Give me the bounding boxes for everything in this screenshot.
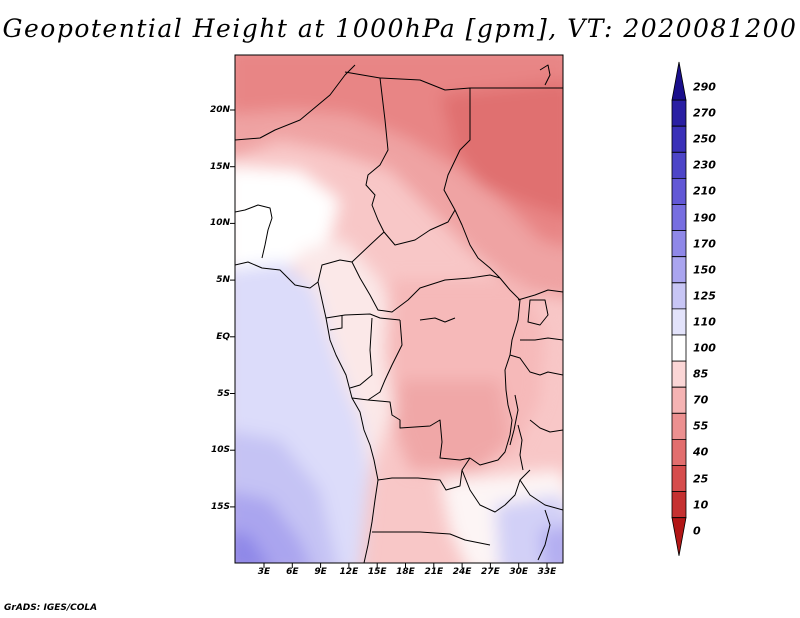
colorbar-swatch xyxy=(671,204,687,231)
colorbar-level-label: 55 xyxy=(693,419,709,433)
colorbar-swatch xyxy=(671,439,687,466)
colorbar-level-label: 85 xyxy=(693,367,709,381)
lon-label: 24E xyxy=(452,567,472,577)
lon-label: 9E xyxy=(314,567,327,577)
colorbar-level-label: 270 xyxy=(693,106,716,120)
colorbar-swatch xyxy=(671,256,687,284)
colorbar-level-label: 150 xyxy=(693,263,716,277)
border-cameroon-nigeria xyxy=(317,231,385,283)
lon-label: 6E xyxy=(286,567,299,577)
atlantic-coastline xyxy=(235,261,379,563)
border-uganda-sudan xyxy=(517,289,563,301)
colorbar-swatch xyxy=(671,412,687,440)
colorbar-level-label: 250 xyxy=(693,132,716,146)
lat-label: 5S xyxy=(217,388,230,399)
border-car-north xyxy=(383,209,456,246)
lon-label: 21E xyxy=(424,567,444,577)
field-band-70-center xyxy=(395,380,510,470)
lake-victoria-outline xyxy=(527,299,549,326)
border-drc-east xyxy=(469,277,521,466)
lat-label: 10S xyxy=(210,445,230,456)
border-namibia-botswana xyxy=(372,531,491,546)
lat-label: 20N xyxy=(209,105,230,115)
colorbar-level-label: 10 xyxy=(693,498,709,512)
nile-delta-outline xyxy=(539,64,551,86)
colorbar-level-label: 125 xyxy=(693,289,716,303)
border-mozambique xyxy=(519,479,563,511)
border-chad-sudan xyxy=(379,77,501,279)
border-chad-niger xyxy=(344,71,389,233)
border-zambia-zimbabwe xyxy=(461,469,531,513)
colorbar-swatch xyxy=(671,125,687,153)
lon-label: 12E xyxy=(339,567,359,577)
colorbar-swatch xyxy=(671,151,687,179)
colorbar-level-label: 190 xyxy=(693,211,716,225)
colorbar-level-label: 230 xyxy=(693,158,716,172)
colorbar-level-label: 210 xyxy=(693,184,716,198)
axis-ticks xyxy=(230,109,548,568)
border-rwanda-burundi xyxy=(509,354,563,376)
border-malawi-lake xyxy=(537,509,551,561)
colorbar-level-label: 0 xyxy=(693,524,701,538)
software-credit: GrADS: IGES/COLA xyxy=(4,603,98,613)
colorbar-level-label: 170 xyxy=(693,237,716,251)
lon-label: 18E xyxy=(396,567,415,577)
lon-label: 3E xyxy=(257,567,271,577)
lon-label: 33E xyxy=(537,567,557,577)
border-car-south xyxy=(351,261,501,313)
colorbar-swatch xyxy=(671,360,687,388)
border-eq-guinea xyxy=(329,315,343,331)
lake-malawi-outline xyxy=(517,424,524,471)
lon-label: 15E xyxy=(367,567,387,577)
border-angola-zambia xyxy=(377,457,471,491)
river-congo-segment xyxy=(419,317,456,323)
lake-tanganyika-outline xyxy=(509,394,519,446)
colorbar-swatch xyxy=(671,230,687,258)
lon-label: 27E xyxy=(481,567,500,577)
border-congo xyxy=(349,317,373,389)
lat-label: 10N xyxy=(209,218,230,229)
lat-label: 15N xyxy=(209,161,230,172)
colorbar-swatch xyxy=(671,61,687,101)
lat-label: 15S xyxy=(210,501,230,512)
colorbar-level-label: 100 xyxy=(693,341,716,355)
political-borders xyxy=(235,64,563,563)
lat-label: 5N xyxy=(216,275,230,286)
border-uganda-tanzania xyxy=(520,337,563,341)
colorbar-swatch xyxy=(671,282,687,310)
colorbar-swatch xyxy=(671,99,687,127)
field-band-170 xyxy=(235,532,268,563)
border-north-1 xyxy=(235,64,356,141)
colorbar-level-label: 110 xyxy=(693,315,716,329)
lon-label: 30E xyxy=(509,567,529,577)
colorbar-swatch xyxy=(671,334,687,362)
colorbar xyxy=(671,61,687,556)
colorbar-swatch xyxy=(671,178,687,205)
border-tanzania-malawi xyxy=(529,419,563,433)
contour-field xyxy=(235,55,563,563)
field-band-150-se xyxy=(540,526,563,563)
border-angola-drc xyxy=(367,399,471,461)
colorbar-swatch xyxy=(671,491,687,519)
border-west-coast xyxy=(235,204,273,259)
colorbar-level-label: 40 xyxy=(693,445,709,459)
colorbar-level-label: 290 xyxy=(693,80,716,94)
map-frame xyxy=(234,54,564,564)
colorbar-swatch xyxy=(671,517,687,556)
colorbar-swatch xyxy=(671,308,687,336)
field-band-55 xyxy=(440,81,563,216)
colorbar-swatch xyxy=(671,386,687,414)
chart-title: Geopotential Height at 1000hPa [gpm], VT… xyxy=(2,14,798,43)
colorbar-swatch xyxy=(671,465,687,492)
border-gabon-north xyxy=(325,313,401,321)
colorbar-level-label: 25 xyxy=(693,472,709,486)
lat-label: EQ xyxy=(216,331,230,342)
colorbar-level-label: 70 xyxy=(693,393,709,407)
